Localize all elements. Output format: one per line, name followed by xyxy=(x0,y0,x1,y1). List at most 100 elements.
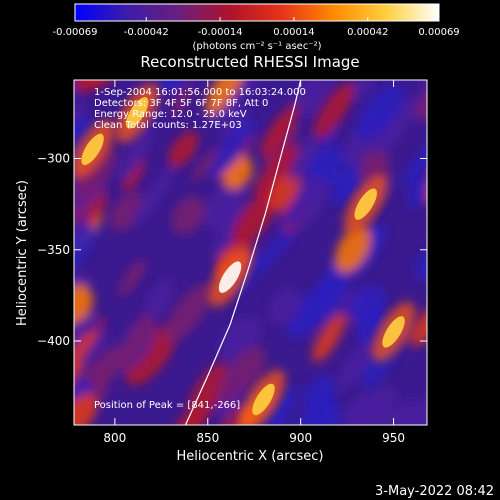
texture-streak xyxy=(269,170,301,212)
texture-streak xyxy=(119,307,157,369)
bright-source-core xyxy=(81,133,104,166)
y-axis-label: Heliocentric Y (arcsec) xyxy=(15,180,30,326)
colorbar-tick-label: -0.00014 xyxy=(198,27,243,38)
texture-streak xyxy=(210,119,255,179)
x-tick-label: 850 xyxy=(196,431,219,445)
footer-date: 3-May-2022 08:42 xyxy=(375,484,494,499)
texture-streak xyxy=(423,158,472,212)
texture-streak xyxy=(331,291,358,322)
texture-streak xyxy=(125,325,177,386)
texture-streak xyxy=(287,135,320,181)
texture-streak xyxy=(119,128,153,181)
texture-streak xyxy=(131,165,176,226)
heatmap-image xyxy=(12,67,478,459)
bright-source-core xyxy=(125,97,149,129)
texture-streak xyxy=(260,104,299,157)
texture-streak xyxy=(287,285,333,339)
texture-streak xyxy=(205,80,244,116)
y-tick-label: −300 xyxy=(37,151,70,165)
x-tick-label: 950 xyxy=(382,431,405,445)
texture-streak xyxy=(430,374,475,435)
colorbar-unit-label: (photons cm⁻² s⁻¹ asec⁻²) xyxy=(192,41,321,52)
texture-streak xyxy=(433,344,471,391)
texture-streak xyxy=(74,393,97,425)
bright-sources xyxy=(74,83,416,425)
x-tick-label: 800 xyxy=(103,431,126,445)
texture-streak xyxy=(222,403,244,425)
colorbar-tick-label: 0.00042 xyxy=(347,27,388,38)
y-tick-label: −400 xyxy=(37,334,70,348)
texture-streak xyxy=(415,248,427,281)
texture-streak xyxy=(349,285,386,324)
texture-streak xyxy=(232,191,278,248)
texture-streak xyxy=(290,392,335,425)
texture-streak xyxy=(122,156,146,192)
texture-streak xyxy=(20,108,64,152)
x-axis-ticks: 800 850 900 950 xyxy=(103,80,405,445)
texture-streak xyxy=(163,283,212,344)
texture-streak xyxy=(118,259,146,297)
texture-streak xyxy=(437,67,473,118)
colorbar xyxy=(75,4,439,21)
y-axis-ticks: −300 −350 −400 xyxy=(37,151,427,348)
bright-source-core xyxy=(218,261,242,293)
colorbar-tick-label: -0.00069 xyxy=(53,27,98,38)
texture-streak xyxy=(409,305,427,347)
texture-streak xyxy=(356,83,404,140)
texture-streak xyxy=(268,288,302,326)
texture-streak xyxy=(220,101,249,139)
observation-info: 1-Sep-2004 16:01:56.000 to 16:03:24.000D… xyxy=(94,87,306,131)
texture-streak xyxy=(23,263,69,326)
texture-streak xyxy=(90,346,125,387)
x-tick-label: 900 xyxy=(289,431,312,445)
texture-streak xyxy=(74,117,93,165)
texture-streak xyxy=(380,400,416,425)
texture-streak xyxy=(287,176,327,230)
peak-position-text: Position of Peak = [841,-266] xyxy=(94,400,240,411)
texture-streak xyxy=(422,80,427,88)
texture-streak xyxy=(312,82,354,141)
texture-streak xyxy=(402,136,427,188)
texture-streak xyxy=(74,208,89,257)
colorbar-tick-label: -0.00042 xyxy=(124,27,169,38)
texture-streak xyxy=(301,80,336,117)
texture-streak xyxy=(74,330,98,390)
texture-streak xyxy=(415,89,427,121)
texture-streak xyxy=(330,161,366,206)
texture-streak xyxy=(435,96,478,161)
texture-streak xyxy=(335,225,371,273)
texture-streak xyxy=(74,284,93,326)
texture-streak xyxy=(168,130,199,168)
x-axis-label: Heliocentric X (arcsec) xyxy=(177,449,324,464)
texture-streak xyxy=(430,236,470,280)
texture-streak xyxy=(184,362,227,425)
texture-streak xyxy=(204,180,244,230)
texture-streak xyxy=(145,278,174,319)
y-tick-label: −350 xyxy=(37,243,70,257)
texture-streak xyxy=(74,101,87,144)
info-line: Energy Range: 12.0 - 25.0 keV xyxy=(94,109,247,120)
info-line: Detectors: 3F 4F 5F 6F 7F 8F, Att 0 xyxy=(94,98,268,109)
texture-streak xyxy=(16,415,56,459)
texture-streak xyxy=(158,80,196,94)
texture-streak xyxy=(170,84,193,117)
texture-streak xyxy=(253,145,301,203)
info-line: 1-Sep-2004 16:01:56.000 to 16:03:24.000 xyxy=(94,87,306,98)
bright-source-core xyxy=(382,316,405,348)
texture-streak xyxy=(74,146,118,202)
texture-streak xyxy=(74,316,99,367)
texture-streak xyxy=(12,325,62,378)
texture-streak xyxy=(312,313,345,363)
solar-limb-curve xyxy=(184,80,302,425)
colorbar-tick-label: 0.00069 xyxy=(418,27,459,38)
texture-streak xyxy=(252,219,301,277)
bright-source-core xyxy=(252,383,275,416)
texture-streak xyxy=(80,331,109,367)
colorbar-tick-label: 0.00014 xyxy=(273,27,314,38)
texture-streak xyxy=(342,392,379,425)
texture-streak xyxy=(171,195,205,235)
texture-streak xyxy=(216,346,266,405)
colorbar-ticks: -0.00069 -0.00042 -0.00014 0.00014 0.00042 0.… xyxy=(53,17,460,38)
texture-streak xyxy=(371,98,416,159)
